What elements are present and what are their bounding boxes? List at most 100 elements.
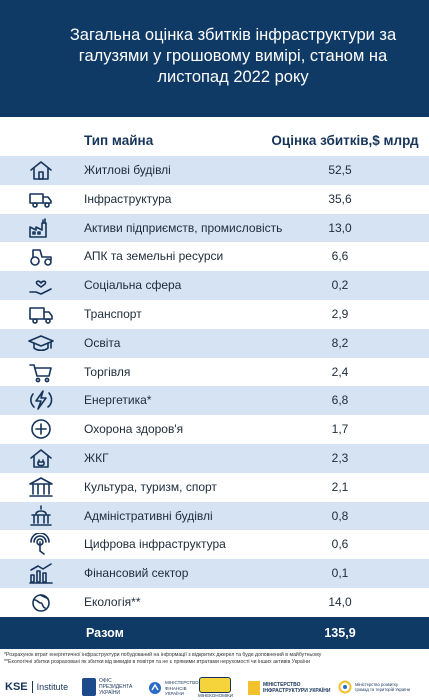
hand-heart-icon [26,273,56,297]
row-value: 35,6 [328,191,352,206]
partner-logos: KSE Institute ОФІС ПРЕЗИДЕНТА УКРАЇНИ МІ… [0,676,429,700]
kse-logo-text: KSE [5,681,28,693]
table-row: Транспорт 2,9 [0,300,429,329]
header-banner: Загальна оцінка збитків інфраструктури з… [0,0,429,117]
museum-icon [26,475,56,499]
row-label: Інфраструктура [84,191,172,206]
table-row: Охорона здоров'я 1,7 [0,415,429,444]
ministry-economy-logo: МІНЕКОНОМІКИ [198,677,233,698]
house-icon [26,158,56,182]
ministry-regions-mark-icon [338,680,352,694]
row-value: 52,5 [328,163,352,177]
delivery-truck-icon [26,302,56,326]
ecology-globe-icon [26,590,56,614]
op-line-3: УКРАЇНИ [99,690,121,696]
row-value: 2,3 [331,450,349,465]
row-label: ЖКГ [84,450,109,465]
row-value: 0,8 [331,508,349,523]
ministry-economy-mark-icon [199,677,232,693]
minf-line-2: ІНФРАСТРУКТУРИ УКРАЇНИ [263,688,331,694]
table-row: Адміністративні будівлі 0,8 [0,501,429,531]
ministry-regions-logo: Міністерство розвитку громад та територі… [338,680,410,694]
minf-line-1: МІНІСТЕРСТВО [263,682,301,688]
row-label: Соціальна сфера [84,278,182,293]
mfin-line-3: УКРАЇНИ [165,691,184,696]
ministry-finance-mark-icon [149,682,161,695]
page-title: Загальна оцінка збитків інфраструктури з… [69,26,397,86]
table-row: Фінансовий сектор 0,1 [0,559,429,588]
row-value: 0,1 [331,566,349,581]
row-value: 6,6 [331,249,349,264]
row-label: Цифрова інфраструктура [84,537,226,552]
row-value: 6,8 [331,393,349,408]
truck-icon [26,187,56,211]
mr-line-2: громад та територій України [355,687,410,692]
kse-institute-text: Institute [36,682,69,692]
ministry-finance-logo: МІНІСТЕРСТВО ФІНАНСІВ УКРАЇНИ [148,680,199,697]
mfin-line-1: МІНІСТЕРСТВО [165,680,199,685]
row-value: 0,2 [331,278,349,293]
footnote-energy: *Розрахунок втрат енергетичної інфрастру… [4,652,322,658]
column-header-value: Оцінка збитків,$ млрд [271,133,419,148]
mfin-line-2: ФІНАНСІВ [165,685,187,691]
ministry-infrastructure-mark-icon [248,681,260,695]
house-plug-icon [26,446,56,470]
row-label: Адміністративні будівлі [84,508,213,523]
row-label: Житлові будівлі [84,163,171,177]
ministry-infrastructure-logo: МІНІСТЕРСТВО ІНФРАСТРУКТУРИ УКРАЇНИ [248,681,330,695]
digital-touch-icon [26,532,56,556]
table-row: Соціальна сфера 0,2 [0,271,429,300]
row-label: Торгівля [84,364,131,379]
op-line-2: ПРЕЗИДЕНТА [99,684,133,690]
total-row: Разом 135,9 [0,617,429,649]
table-row: Освіта 8,2 [0,328,429,358]
table-row: ЖКГ 2,3 [0,443,429,473]
trident-crest-icon [82,678,96,696]
graduation-cap-icon [26,331,56,355]
row-value: 13,0 [328,220,352,235]
row-label: Освіта [84,335,121,350]
shopping-cart-icon [26,360,56,384]
kse-institute-logo: KSE Institute [5,681,68,693]
row-label: АПК та земельні ресурси [84,249,224,264]
row-value: 2,1 [331,479,349,494]
tractor-icon [26,244,56,268]
row-value: 1,7 [331,422,349,437]
row-label: Фінансовий сектор [84,566,189,581]
total-value: 135,9 [324,626,356,640]
row-value: 2,9 [331,306,349,321]
table-row: Культура, туризм, спорт 2,1 [0,473,429,502]
table-row: АПК та земельні ресурси 6,6 [0,242,429,271]
row-value: 2,4 [331,364,349,379]
factory-icon [26,216,56,240]
row-value: 14,0 [328,594,352,609]
table-row: Інфраструктура 35,6 [0,185,429,214]
footnotes: *Розрахунок втрат енергетичної інфрастру… [4,652,424,666]
mr-line-1: Міністерство розвитку [355,682,398,687]
row-label: Транспорт [84,306,142,321]
medical-cross-icon [26,417,56,441]
table-row: Активи підприємств, промисловість 13,0 [0,213,429,243]
finance-chart-icon [26,561,56,585]
row-label: Культура, туризм, спорт [84,479,217,494]
row-label: Енергетика* [84,393,152,408]
table-row: Екологія** 14,0 [0,588,429,617]
table-row: Цифрова інфраструктура 0,6 [0,530,429,559]
table-row: Торгівля 2,4 [0,358,429,387]
damage-table: Житлові будівлі 52,5 Інфраструктура 35,6 Акт… [0,156,429,617]
table-row: Житлові будівлі 52,5 [0,156,429,185]
op-line-1: ОФІС [99,678,112,684]
office-president-logo: ОФІС ПРЕЗИДЕНТА УКРАЇНИ [82,678,132,696]
table-row: Енергетика* 6,8 [0,386,429,416]
row-value: 0,6 [331,537,349,552]
row-label: Екологія** [84,594,141,609]
government-building-icon [26,504,56,528]
column-header-type: Тип майна [84,133,154,148]
med-line-1: МІНЕКОНОМІКИ [198,693,233,698]
row-label: Охорона здоров'я [84,422,184,437]
total-label: Разом [86,626,124,640]
row-label: Активи підприємств, промисловість [84,220,283,235]
footnote-ecology: **Екологічні збитки розраховані як збитк… [4,659,310,665]
energy-bolt-icon [26,388,56,412]
row-value: 8,2 [331,335,349,350]
